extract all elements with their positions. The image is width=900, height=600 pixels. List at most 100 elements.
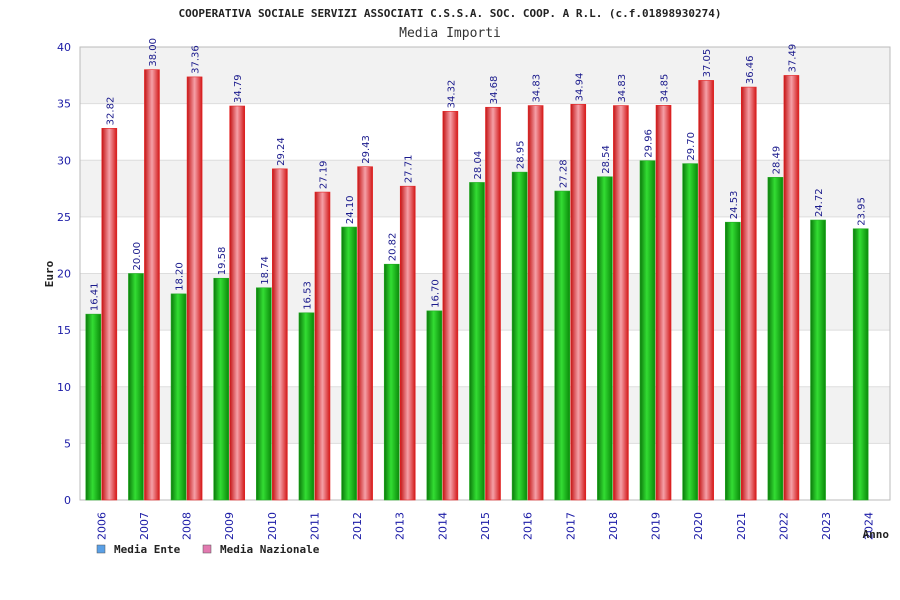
- bar-media-ente: [852, 228, 869, 501]
- data-label: 20.82: [388, 233, 399, 262]
- bar-media-nazionale: [186, 76, 203, 501]
- x-tick-label: 2022: [777, 512, 790, 540]
- x-tick-label: 2023: [820, 512, 833, 540]
- bar-media-ente: [682, 163, 698, 501]
- bar-media-ente: [639, 160, 656, 501]
- x-tick-label: 2012: [351, 512, 364, 540]
- bar-media-nazionale: [442, 111, 459, 501]
- data-label: 27.19: [318, 160, 329, 189]
- bar-media-ente: [256, 287, 272, 501]
- bar-media-ente: [767, 177, 784, 501]
- data-label: 29.70: [686, 132, 697, 161]
- bar-media-ente: [511, 171, 528, 501]
- bar-media-ente: [426, 310, 443, 501]
- y-axis-label: Euro: [43, 260, 56, 287]
- data-label: 34.79: [233, 74, 244, 103]
- bar-media-ente: [170, 293, 187, 501]
- bar-media-ente: [810, 219, 826, 501]
- data-label: 28.04: [473, 151, 484, 180]
- data-label: 28.54: [601, 145, 612, 174]
- data-label: 18.20: [175, 262, 186, 291]
- data-label: 20.00: [132, 242, 143, 271]
- legend-label-media-nazionale: Media Nazionale: [220, 543, 320, 556]
- data-label: 27.71: [404, 155, 415, 184]
- bar-media-nazionale: [655, 105, 672, 501]
- bar-media-ente: [469, 182, 485, 501]
- bar-media-nazionale: [527, 105, 544, 501]
- y-tick-label: 35: [57, 98, 71, 111]
- data-label: 37.49: [787, 44, 798, 73]
- plot-frame: [79, 46, 891, 501]
- x-tick-label: 2006: [95, 512, 108, 540]
- x-tick-label: 2018: [607, 512, 620, 540]
- bar-media-ente: [128, 273, 144, 501]
- data-label: 32.82: [105, 97, 116, 126]
- bar-media-nazionale: [229, 105, 246, 501]
- data-label: 28.49: [771, 146, 782, 175]
- bar-media-nazionale: [740, 86, 757, 501]
- x-axis-ticks: 2006 2007 2008 2009 2010 2011 2012 2013 2014 2015…: [95, 512, 875, 540]
- data-label: 34.32: [446, 80, 457, 109]
- y-tick-label: 30: [57, 154, 71, 167]
- legend-swatch-media-ente: [96, 544, 106, 554]
- bar-series: [85, 69, 869, 501]
- x-tick-label: 2019: [650, 512, 663, 540]
- data-label: 24.53: [729, 191, 740, 220]
- bar-media-ente: [724, 221, 741, 501]
- x-axis-label: Anno: [863, 528, 890, 541]
- x-tick-label: 2015: [479, 512, 492, 540]
- data-label: 29.24: [276, 137, 287, 166]
- chart-subtitle: Media Importi: [399, 26, 501, 41]
- bar-media-nazionale: [485, 106, 501, 501]
- bar-media-ente: [341, 226, 357, 501]
- y-tick-label: 40: [57, 41, 71, 54]
- x-tick-label: 2009: [223, 512, 236, 540]
- x-tick-label: 2021: [735, 512, 748, 540]
- legend: Media Ente Media Nazionale: [96, 543, 320, 556]
- data-label: 23.95: [857, 197, 868, 226]
- chart-title: COOPERATIVA SOCIALE SERVIZI ASSOCIATI C.…: [178, 7, 721, 20]
- x-tick-label: 2024: [863, 512, 876, 540]
- bar-media-nazionale: [272, 168, 288, 501]
- bar-media-nazionale: [698, 80, 714, 501]
- legend-swatch-media-nazionale: [202, 544, 212, 554]
- data-label: 34.94: [574, 73, 585, 102]
- data-label: 19.58: [217, 247, 228, 276]
- bar-media-ente: [85, 313, 102, 501]
- data-label: 16.41: [89, 283, 100, 312]
- y-tick-label: 0: [64, 494, 71, 507]
- x-tick-label: 2016: [522, 512, 535, 540]
- y-tick-label: 20: [57, 268, 71, 281]
- x-tick-label: 2011: [308, 512, 321, 540]
- x-tick-label: 2007: [138, 512, 151, 540]
- data-labels: 16.41 32.82 20.00 38.00 18.20 37.36 19.58 34.79…: [89, 38, 867, 311]
- legend-label-media-ente: Media Ente: [114, 543, 181, 556]
- y-tick-label: 25: [57, 211, 71, 224]
- y-tick-label: 15: [57, 324, 71, 337]
- data-label: 27.28: [558, 159, 569, 188]
- bar-media-nazionale: [570, 104, 587, 501]
- data-label: 36.46: [745, 55, 756, 84]
- data-label: 34.85: [660, 74, 671, 103]
- data-label: 29.96: [644, 129, 655, 158]
- bar-media-nazionale: [783, 75, 800, 501]
- data-label: 24.10: [345, 195, 356, 224]
- data-label: 16.53: [302, 281, 313, 310]
- data-label: 28.95: [516, 141, 527, 170]
- data-label: 38.00: [148, 38, 159, 67]
- bar-media-nazionale: [314, 191, 331, 501]
- bar-media-ente: [383, 263, 400, 501]
- bar-media-ente: [213, 277, 230, 501]
- x-tick-label: 2010: [266, 512, 279, 540]
- bar-media-ente: [298, 312, 315, 501]
- x-tick-label: 2013: [394, 512, 407, 540]
- bar-media-nazionale: [101, 128, 118, 501]
- y-tick-label: 10: [57, 381, 71, 394]
- data-label: 29.43: [361, 135, 372, 164]
- bar-media-nazionale: [399, 185, 416, 501]
- data-label: 24.72: [814, 188, 825, 217]
- data-label: 16.70: [430, 279, 441, 308]
- bar-media-nazionale: [613, 105, 629, 501]
- data-label: 34.83: [617, 74, 628, 103]
